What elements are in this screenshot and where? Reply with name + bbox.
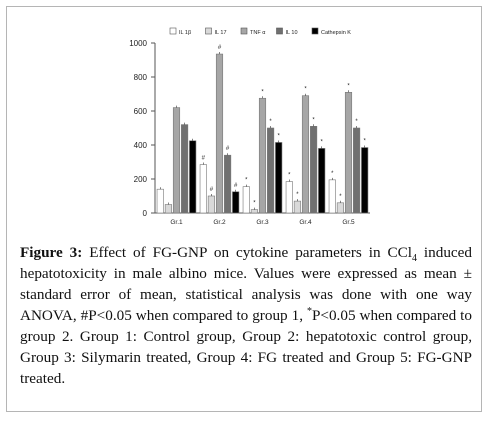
legend-swatch <box>240 27 248 35</box>
caption-label: Figure 3: <box>20 244 83 261</box>
caption-text-3: P<0.05 when compared to group 2. Group 1… <box>20 307 472 387</box>
bar <box>172 107 181 214</box>
y-tick-label: 800 <box>134 73 148 82</box>
x-tick-label: Gr.4 <box>299 219 312 226</box>
legend-swatch <box>169 27 177 35</box>
legend-swatch <box>311 27 319 35</box>
bar <box>232 191 240 214</box>
bar <box>181 124 189 214</box>
significance-mark: * <box>355 119 358 125</box>
legend-swatch <box>276 27 283 35</box>
bar <box>344 92 353 214</box>
x-tick-label: Gr.2 <box>213 219 226 226</box>
legend-label: IL 17 <box>215 30 227 36</box>
significance-mark: # <box>226 146 230 152</box>
bar <box>156 188 164 214</box>
legend-label: IL 1β <box>179 30 191 36</box>
caption-text-2: induced hepatotoxicity in male albino mi… <box>20 244 472 324</box>
caption-subscript: 4 <box>411 253 417 265</box>
significance-mark: # <box>202 156 206 162</box>
bar <box>267 127 275 214</box>
bar <box>207 195 215 214</box>
significance-mark: * <box>296 192 299 198</box>
bar-chart: 0 200 400 600 800 1000 IL 1β IL 17 TNF α IL 10 Cat… <box>129 27 370 226</box>
significance-mark: * <box>245 178 248 184</box>
bar <box>285 181 293 214</box>
bar <box>250 209 258 214</box>
legend-label: TNF α <box>250 30 266 36</box>
bar <box>164 204 172 214</box>
significance-mark: * <box>364 139 367 145</box>
significance-mark: # <box>234 183 238 189</box>
bar <box>361 147 369 214</box>
x-tick-label: Gr.3 <box>256 219 269 226</box>
x-tick-label: Gr.1 <box>170 219 183 226</box>
figure-caption: Figure 3: Effect of FG-GNP on cytokine p… <box>20 242 472 389</box>
y-tick-label: 200 <box>134 175 148 184</box>
significance-mark: # <box>210 187 214 193</box>
significance-mark: # <box>218 45 222 51</box>
y-tick-label: 600 <box>134 107 148 116</box>
significance-mark: * <box>321 139 324 145</box>
legend-label: Cathepsin K <box>321 30 351 36</box>
y-tick-label: 0 <box>143 209 148 218</box>
legend-label: IL 10 <box>286 30 298 36</box>
bar <box>318 148 326 214</box>
bar <box>189 140 197 214</box>
significance-mark: * <box>253 201 256 207</box>
bar <box>328 179 336 214</box>
bar <box>301 95 310 214</box>
bar <box>353 127 361 214</box>
bar <box>310 126 318 214</box>
significance-mark: * <box>347 83 350 89</box>
bar <box>275 142 283 214</box>
bar <box>242 186 250 214</box>
bar <box>215 53 224 214</box>
bar <box>258 97 267 214</box>
bar <box>224 154 232 214</box>
y-tick-label: 1000 <box>129 39 147 48</box>
significance-mark: * <box>261 89 264 95</box>
caption-superscript: * <box>306 305 312 317</box>
significance-mark: * <box>304 87 307 93</box>
significance-mark: * <box>331 171 334 177</box>
bar <box>336 202 344 214</box>
y-tick-label: 400 <box>134 141 148 150</box>
bar <box>293 200 301 214</box>
x-tick-label: Gr.5 <box>342 219 355 226</box>
significance-mark: * <box>278 133 281 139</box>
significance-mark: * <box>269 119 272 125</box>
significance-mark: * <box>288 173 291 179</box>
significance-mark: * <box>312 117 315 123</box>
legend-swatch <box>205 27 212 35</box>
significance-mark: * <box>339 194 342 200</box>
caption-text-1: Effect of FG-GNP on cytokine parameters … <box>82 244 412 261</box>
bar <box>199 164 207 214</box>
